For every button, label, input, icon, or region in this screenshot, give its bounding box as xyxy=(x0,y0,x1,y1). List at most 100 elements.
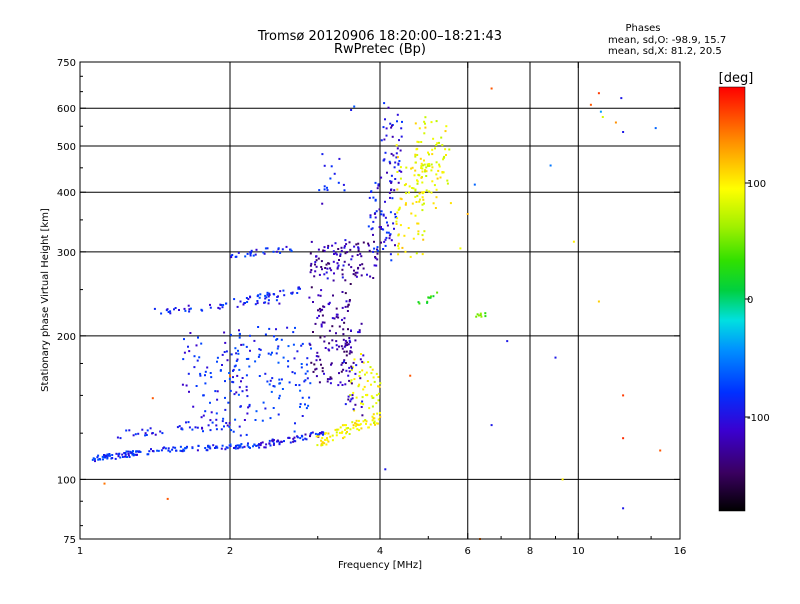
data-point xyxy=(336,266,339,269)
data-point xyxy=(354,274,357,277)
data-point xyxy=(309,252,312,255)
data-point xyxy=(309,343,312,346)
data-point xyxy=(418,192,421,195)
data-point xyxy=(321,437,324,439)
data-point xyxy=(221,364,223,366)
data-point xyxy=(280,338,283,341)
data-point xyxy=(228,372,231,374)
data-point xyxy=(429,296,432,299)
data-point xyxy=(445,154,447,156)
data-point xyxy=(224,341,227,344)
data-point xyxy=(218,307,221,310)
data-point xyxy=(244,255,247,258)
data-point xyxy=(390,126,393,129)
data-point xyxy=(430,163,433,166)
data-point xyxy=(384,238,387,241)
data-point xyxy=(323,442,326,445)
data-point xyxy=(291,292,294,295)
data-point xyxy=(268,383,271,386)
data-point xyxy=(442,171,445,174)
data-point xyxy=(176,426,179,429)
data-point xyxy=(310,432,313,434)
data-point xyxy=(370,228,373,231)
data-point xyxy=(412,187,415,190)
data-point xyxy=(426,300,429,303)
data-point xyxy=(199,372,202,375)
data-point xyxy=(435,188,438,191)
data-point xyxy=(215,446,218,449)
data-point xyxy=(296,292,299,294)
data-point xyxy=(395,220,398,223)
data-point xyxy=(403,184,406,187)
data-point xyxy=(223,425,225,428)
data-point xyxy=(344,339,347,342)
data-point xyxy=(370,190,373,193)
data-point xyxy=(385,231,388,234)
data-point xyxy=(258,446,261,449)
data-point xyxy=(247,298,250,301)
data-point xyxy=(414,214,417,217)
data-point xyxy=(102,456,105,459)
colorbar-tick-label: 0 xyxy=(747,295,753,306)
data-point xyxy=(259,348,262,351)
data-point xyxy=(239,300,242,303)
data-point xyxy=(360,427,363,430)
data-point xyxy=(377,183,380,186)
data-point xyxy=(200,416,203,419)
data-point xyxy=(436,291,439,294)
data-point xyxy=(343,436,346,439)
data-point xyxy=(385,134,388,137)
data-point xyxy=(374,257,377,260)
data-point xyxy=(97,458,100,461)
data-point xyxy=(184,309,187,312)
data-point xyxy=(320,260,323,263)
data-point xyxy=(319,308,322,311)
data-point xyxy=(425,189,428,192)
data-point xyxy=(236,305,239,308)
data-point xyxy=(382,159,385,162)
data-point xyxy=(183,338,185,341)
data-point xyxy=(310,347,312,350)
data-point xyxy=(339,255,342,257)
data-point xyxy=(131,453,134,456)
data-point xyxy=(147,453,150,456)
data-point xyxy=(432,295,435,298)
data-point xyxy=(348,337,351,339)
data-point xyxy=(224,380,226,383)
data-point xyxy=(348,300,351,303)
data-points xyxy=(91,87,662,540)
plot-grid xyxy=(80,62,680,539)
data-point xyxy=(171,448,174,451)
data-point xyxy=(315,435,318,438)
data-point xyxy=(549,164,552,167)
data-point xyxy=(160,449,163,452)
data-point xyxy=(426,301,429,304)
data-point xyxy=(359,358,362,361)
data-point xyxy=(325,271,328,274)
data-point xyxy=(441,144,444,147)
data-point xyxy=(362,361,365,364)
data-point xyxy=(291,291,294,294)
data-point xyxy=(262,251,265,254)
data-point xyxy=(345,424,347,427)
data-point xyxy=(308,296,311,299)
data-point xyxy=(212,444,215,447)
data-point xyxy=(256,302,259,305)
data-point xyxy=(315,355,318,358)
data-point xyxy=(614,121,617,124)
data-point xyxy=(255,410,258,413)
data-point xyxy=(94,460,96,463)
data-point xyxy=(156,449,159,452)
data-point xyxy=(378,385,381,388)
data-point xyxy=(396,188,399,191)
data-point xyxy=(271,439,274,442)
data-point xyxy=(323,372,325,375)
data-point xyxy=(414,195,417,198)
data-point xyxy=(389,122,392,125)
data-point xyxy=(345,243,348,246)
data-point xyxy=(343,246,346,249)
data-point xyxy=(215,412,218,415)
data-point xyxy=(423,159,425,162)
data-point xyxy=(264,372,267,375)
data-point xyxy=(340,249,343,252)
